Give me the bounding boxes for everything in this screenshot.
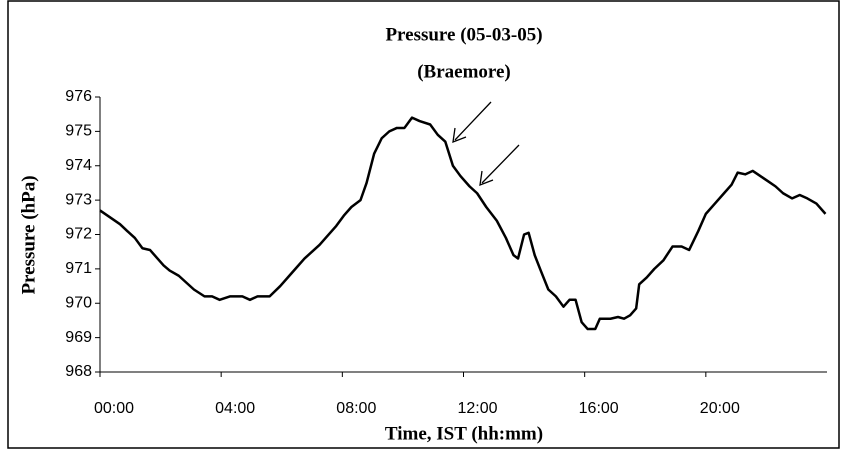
y-tick-label: 971 [65,260,92,277]
x-axis-label: Time, IST (hh:mm) [385,423,543,444]
x-tick-label: 12:00 [457,400,497,417]
x-tick-label: 16:00 [579,400,619,417]
chart-title: Pressure (05-03-05) [385,24,542,45]
y-tick-label: 968 [65,363,92,380]
arrows [452,101,520,187]
y-axis-label: Pressure (hPa) [18,175,39,294]
y-tick-label: 976 [65,88,92,105]
y-tick-label: 974 [65,157,92,174]
chart-subtitle: (Braemore) [417,61,511,82]
x-tick-label: 20:00 [700,400,740,417]
y-tick-label: 969 [65,329,92,346]
pressure-line [99,116,827,331]
x-tick-label: 08:00 [336,400,376,417]
x-tick-label: 00:00 [94,400,134,417]
y-tick-label: 972 [65,226,92,243]
x-tick-label: 04:00 [215,400,255,417]
y-tick-label: 970 [65,294,92,311]
y-tick-label: 973 [65,191,92,208]
y-tick-label: 975 [65,123,92,140]
